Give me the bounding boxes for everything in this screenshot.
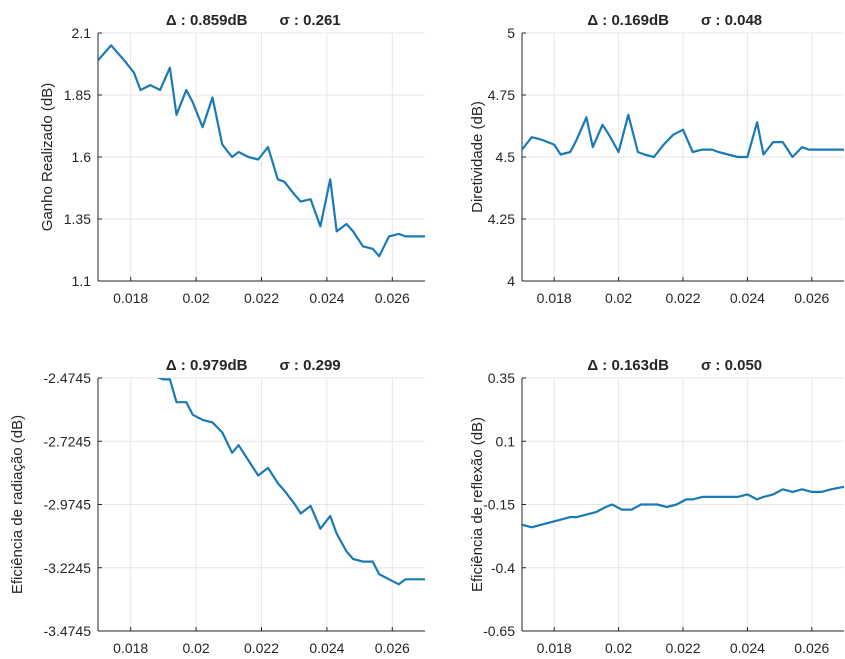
x-tick-label: 0.026 [794,640,829,654]
y-tick-label: 0.35 [488,370,515,386]
title-delta: Δ : 0.859dB [166,12,248,29]
series-line-1 [522,113,844,159]
x-tick-label: 0.02 [605,640,632,654]
y-axis-title: Eficiência de radiação (dB) [9,415,26,594]
title-delta: Δ : 0.163dB [587,357,669,374]
y-axis-title: Eficiência de reflexão (dB) [469,417,486,592]
chart-panel-1: 0.018 0.02 0.022 0.024 0.026 1.1 1.35 1.6 1.85 2.… [39,12,425,306]
x-tick-label: 0.018 [113,290,148,306]
y-tick-label: 5 [507,25,515,41]
y-tick-label: 1.35 [64,211,91,227]
series-line-1 [522,485,844,529]
y-tick-label: -0.15 [483,497,515,513]
y-tick-label: -3.4745 [44,623,92,639]
x-tick-label: 0.026 [375,290,410,306]
x-tick-label: 0.024 [730,290,765,306]
y-tick-label: -2.7245 [44,433,92,449]
x-tick-label: 0.02 [605,290,632,306]
x-tick-label: 0.022 [665,640,700,654]
x-tick-label: 0.018 [113,640,148,654]
x-tick-label: 0.024 [309,290,344,306]
x-tick-label: 0.022 [244,640,279,654]
x-tick-label: 0.026 [794,290,829,306]
y-axis-title: Ganho Realizado (dB) [39,83,56,231]
y-tick-label: 1.6 [72,149,92,165]
y-tick-label: 0.1 [496,433,516,449]
y-tick-label: 4.25 [488,211,515,227]
title-sigma: σ : 0.050 [701,357,762,374]
series-line-1 [98,44,425,258]
title-delta: Δ : 0.169dB [587,12,669,29]
y-tick-label: -2.9745 [44,497,92,513]
title-sigma: σ : 0.048 [701,12,762,29]
y-tick-label: -2.4745 [44,370,92,386]
y-tick-label: 1.85 [64,87,91,103]
y-tick-label: -0.65 [483,623,515,639]
series-line-1 [156,378,425,586]
x-tick-label: 0.024 [730,640,765,654]
y-tick-label: 4.5 [496,149,516,165]
y-tick-label: -3.2245 [44,560,92,576]
y-tick-label: 4.75 [488,87,515,103]
y-tick-label: 4 [507,273,515,289]
x-tick-label: 0.026 [375,640,410,654]
chart-panel-3: 0.018 0.02 0.022 0.024 0.026 -3.4745 -3.2245 -2… [9,357,425,656]
x-tick-label: 0.02 [182,290,209,306]
x-tick-label: 0.024 [309,640,344,654]
x-tick-label: 0.018 [537,290,572,306]
y-tick-label: -0.4 [491,560,515,576]
chart-panel-4: 0.018 0.02 0.022 0.024 0.026 -0.65 -0.4 -0.15 0.… [469,357,844,656]
title-delta: Δ : 0.979dB [166,357,248,374]
chart-panel-2: 0.018 0.02 0.022 0.024 0.026 4 4.25 4.5 4.75 5 Dir… [469,12,844,306]
y-tick-label: 2.1 [72,25,92,41]
x-tick-label: 0.018 [537,640,572,654]
x-tick-label: 0.02 [182,640,209,654]
y-axis-title: Diretividade (dB) [469,101,486,213]
y-tick-label: 1.1 [72,273,92,289]
x-tick-label: 0.022 [665,290,700,306]
x-tick-label: 0.022 [244,290,279,306]
title-sigma: σ : 0.261 [280,12,341,29]
title-sigma: σ : 0.299 [280,357,341,374]
